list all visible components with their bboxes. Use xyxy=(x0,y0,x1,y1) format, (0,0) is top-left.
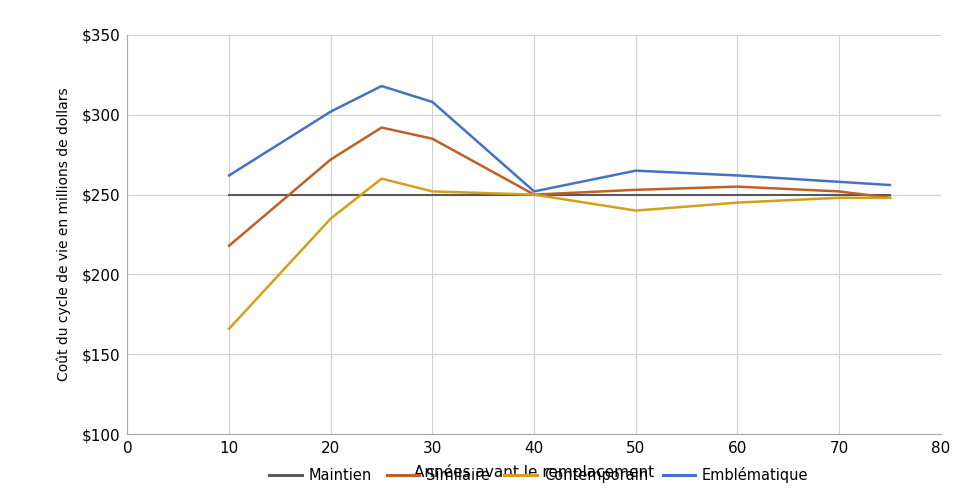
Y-axis label: Coût du cycle de vie en millions de dollars: Coût du cycle de vie en millions de doll… xyxy=(56,88,71,381)
X-axis label: Années avant le remplacement: Années avant le remplacement xyxy=(414,465,655,481)
Legend: Maintien, Similaire, Contemporain, Emblématique: Maintien, Similaire, Contemporain, Emblé… xyxy=(264,462,814,489)
